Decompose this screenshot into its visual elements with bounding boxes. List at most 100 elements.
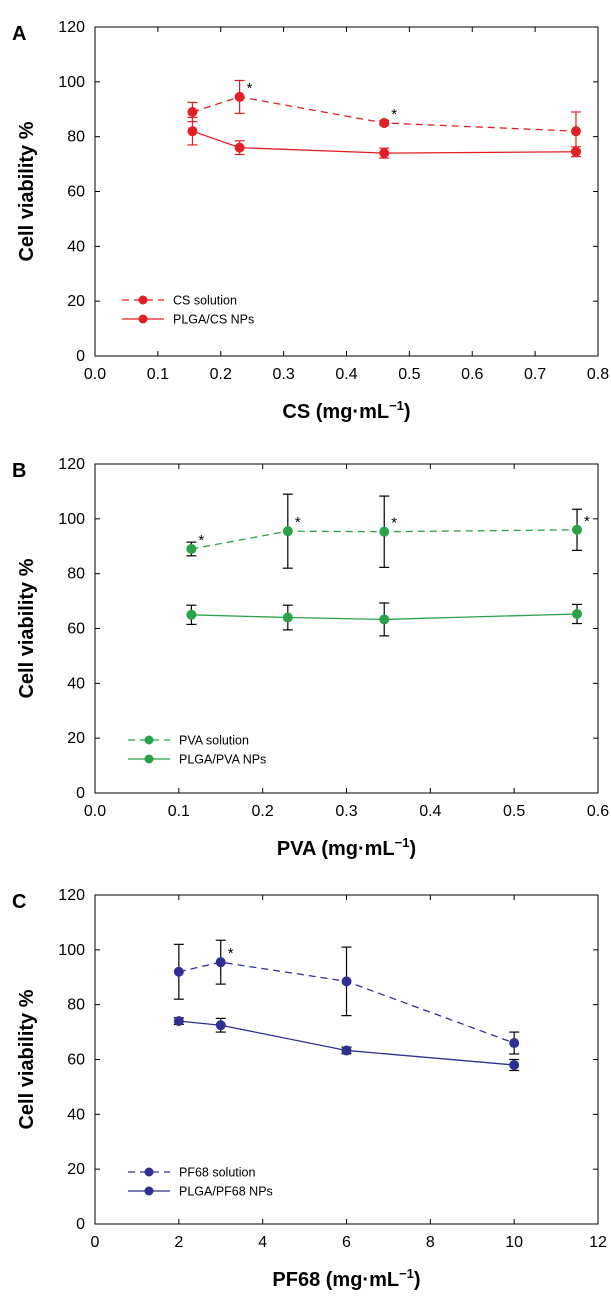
- y-axis-title: Cell viability %: [16, 989, 38, 1129]
- data-point: [234, 142, 245, 153]
- data-point: [215, 957, 226, 968]
- x-tick-label: 0.7: [524, 366, 546, 383]
- x-tick-label: 0.4: [335, 366, 357, 383]
- x-axis-title-close: ): [404, 401, 411, 423]
- legend-label: PLGA/PVA NPs: [179, 753, 266, 767]
- panel-letter: A: [12, 23, 26, 45]
- data-point: [234, 91, 245, 102]
- significance-star: *: [198, 532, 204, 549]
- y-tick-label: 120: [58, 887, 85, 904]
- legend-marker: [138, 295, 148, 305]
- data-point: [341, 976, 352, 987]
- x-tick-label: 10: [505, 1234, 523, 1251]
- y-tick-label: 0: [76, 348, 85, 365]
- data-point: [509, 1059, 520, 1070]
- y-tick-label: 0: [76, 1216, 85, 1233]
- y-tick-label: 20: [67, 730, 85, 747]
- legend-label: PF68 solution: [179, 1166, 255, 1180]
- y-tick-label: 20: [67, 1161, 85, 1178]
- data-point: [282, 526, 293, 537]
- y-tick-label: 0: [76, 785, 85, 802]
- y-tick-label: 100: [58, 942, 85, 959]
- chart-panel-a: A 0.0 0.1 0.2 0.3 0.4 0.5 0.6 0.7 0.8 0 20 40 60 80 100…: [12, 19, 609, 423]
- data-point: [570, 126, 581, 137]
- x-tick-label: 0.4: [419, 803, 441, 820]
- y-tick-label: 120: [58, 19, 85, 36]
- legend-marker: [144, 754, 154, 764]
- series-line: [191, 613, 578, 621]
- x-tick-label: 0: [91, 1234, 100, 1251]
- legend-label: PVA solution: [179, 734, 249, 748]
- data-point: [173, 1016, 184, 1027]
- series-solution: **: [187, 79, 581, 151]
- legend: CS solution PLGA/CS NPs: [122, 294, 254, 327]
- series-line: [178, 1020, 515, 1066]
- legend: PF68 solution PLGA/PF68 NPs: [128, 1166, 273, 1199]
- x-axis-title-sup: −1: [399, 1266, 414, 1281]
- significance-star: *: [391, 106, 397, 123]
- legend-marker: [144, 735, 154, 745]
- y-tick-label: 60: [67, 184, 85, 201]
- panel-letter: B: [12, 460, 26, 482]
- y-tick-label: 40: [67, 238, 85, 255]
- x-tick-label: 0.0: [84, 803, 106, 820]
- y-tick-label: 60: [67, 1052, 85, 1069]
- x-axis-title: PVA (mg·mL−1): [277, 835, 416, 860]
- x-axis-title-main: CS (mg·mL: [282, 401, 389, 423]
- significance-star: *: [247, 80, 253, 97]
- data-point: [509, 1038, 520, 1049]
- series-solution: * * * *: [186, 493, 590, 569]
- data-point: [173, 966, 184, 977]
- y-tick-label: 100: [58, 511, 85, 528]
- significance-star: *: [584, 513, 590, 530]
- x-tick-label: 0.1: [168, 803, 190, 820]
- series-nanoparticles: [187, 116, 581, 159]
- y-tick-label: 120: [58, 456, 85, 473]
- x-tick-label: 2: [174, 1234, 183, 1251]
- plot-frame: [94, 894, 599, 1225]
- x-tick-label: 12: [589, 1234, 607, 1251]
- data-point: [379, 117, 390, 128]
- series-line: [191, 529, 578, 550]
- data-point: [186, 543, 197, 554]
- data-point: [186, 609, 197, 620]
- data-point: [379, 148, 390, 159]
- series-line: [192, 130, 576, 154]
- y-tick-label: 20: [67, 293, 85, 310]
- data-point: [379, 614, 390, 625]
- x-tick-label: 0.5: [398, 366, 420, 383]
- data-point: [282, 612, 293, 623]
- data-point: [187, 126, 198, 137]
- x-tick-label: 0.6: [587, 803, 609, 820]
- y-axis-title: Cell viability %: [16, 121, 38, 261]
- x-tick-label: 0.8: [587, 366, 609, 383]
- x-axis-title: PF68 (mg·mL−1): [272, 1266, 420, 1291]
- chart-panel-b: B 0.0 0.1 0.2 0.3 0.4 0.5 0.6 0 20 40 60 80 100 120 Cel…: [12, 456, 609, 860]
- x-axis-title-main: PF68 (mg·mL: [272, 1269, 399, 1291]
- legend-label: PLGA/CS NPs: [173, 313, 254, 327]
- legend-marker: [138, 314, 148, 324]
- data-point: [570, 146, 581, 157]
- series-line: [192, 96, 577, 132]
- x-axis-title-close: ): [414, 1269, 421, 1291]
- x-tick-label: 0.6: [461, 366, 483, 383]
- data-point: [572, 524, 583, 535]
- series-solution: *: [173, 939, 520, 1055]
- series-nanoparticles: [186, 602, 583, 637]
- y-tick-label: 80: [67, 997, 85, 1014]
- x-axis-title: CS (mg·mL−1): [282, 398, 410, 423]
- panel-letter: C: [12, 891, 26, 913]
- x-axis-title-main: PVA (mg·mL: [277, 838, 395, 860]
- data-point: [341, 1045, 352, 1056]
- legend-marker: [144, 1167, 154, 1177]
- significance-star: *: [228, 945, 234, 962]
- plot-frame: [94, 463, 599, 794]
- plot-frame: [94, 26, 599, 357]
- y-tick-label: 80: [67, 566, 85, 583]
- x-tick-label: 0.3: [335, 803, 357, 820]
- data-point: [379, 526, 390, 537]
- x-tick-label: 6: [342, 1234, 351, 1251]
- significance-star: *: [391, 515, 397, 532]
